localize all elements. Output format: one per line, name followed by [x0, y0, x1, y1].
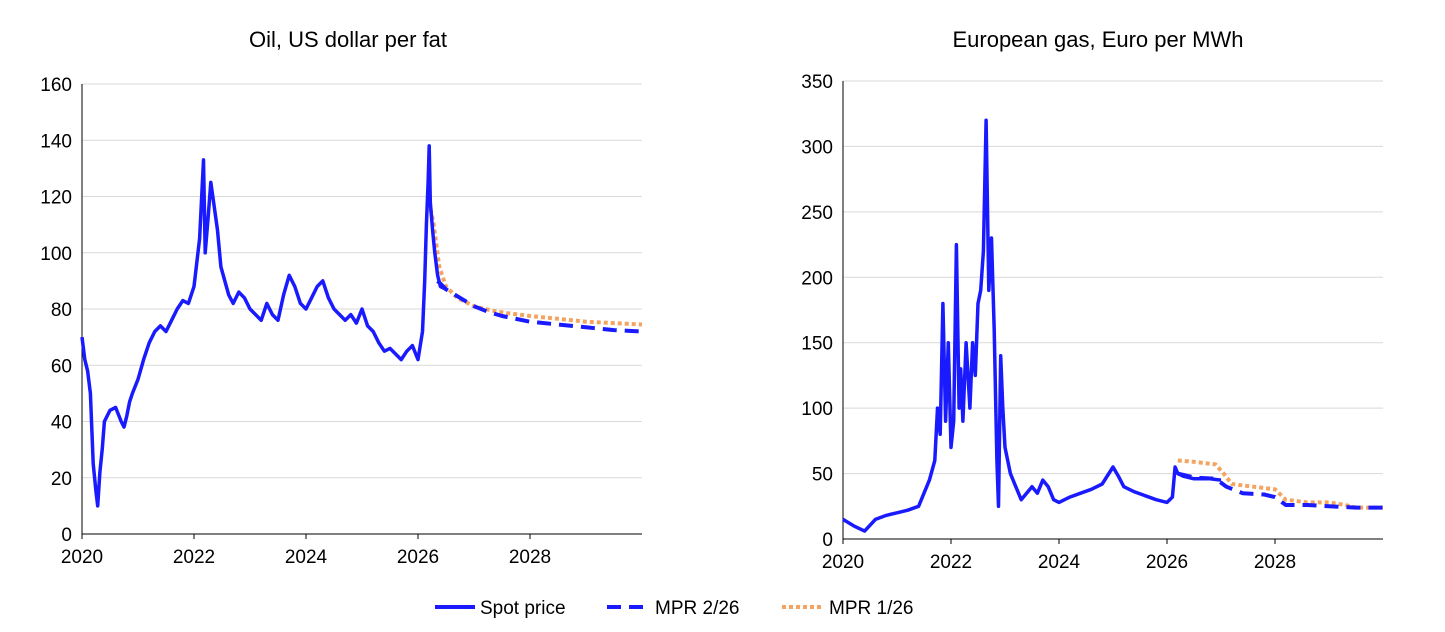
- legend: Spot price MPR 2/26 MPR 1/26: [435, 598, 913, 619]
- x-tick-label: 2022: [930, 552, 972, 573]
- x-tick-label: 2028: [1254, 552, 1296, 573]
- y-tick-label: 20: [51, 469, 72, 490]
- x-tick-label: 2026: [1146, 552, 1188, 573]
- y-tick-label: 60: [51, 356, 72, 377]
- y-tick-label: 350: [801, 72, 833, 93]
- y-tick-label: 250: [801, 203, 833, 224]
- chart-title: European gas, Euro per MWh: [952, 27, 1243, 52]
- chart-title: Oil, US dollar per fat: [249, 27, 447, 52]
- y-tick-label: 40: [51, 413, 72, 434]
- y-tick-label: 100: [40, 244, 72, 265]
- oil-chart: Oil, US dollar per fat 0 20 40 60 80 100 120 14…: [40, 27, 643, 568]
- x-tick-label: 2024: [285, 547, 328, 568]
- x-tick-label: 2028: [509, 547, 551, 568]
- legend-label-mpr-2-26: MPR 2/26: [655, 598, 739, 619]
- y-tick-label: 300: [801, 137, 833, 158]
- y-tick-label: 50: [812, 465, 833, 486]
- y-tick-label: 100: [801, 399, 833, 420]
- legend-label-spot-price: Spot price: [480, 598, 566, 619]
- x-tick-label: 2026: [397, 547, 439, 568]
- series-line-mpr-1-26: [427, 201, 643, 327]
- y-tick-label: 140: [40, 131, 72, 152]
- x-tick-label: 2020: [61, 547, 103, 568]
- series-line-spot-price: [80, 144, 447, 508]
- y-tick-label: 150: [801, 334, 833, 355]
- y-tick-label: 80: [51, 300, 72, 321]
- x-tick-label: 2022: [173, 547, 215, 568]
- series-line-mpr-2-26: [436, 279, 643, 334]
- series-line-spot-price: [842, 118, 1222, 533]
- legend-label-mpr-1-26: MPR 1/26: [829, 598, 913, 619]
- y-tick-label: 160: [40, 75, 72, 96]
- y-tick-label: 200: [801, 268, 833, 289]
- x-tick-label: 2020: [822, 552, 864, 573]
- gas-chart: European gas, Euro per MWh 0 50 100 150 200 2…: [801, 27, 1383, 573]
- y-tick-label: 0: [61, 525, 72, 546]
- y-tick-label: 120: [40, 188, 72, 209]
- y-tick-label: 0: [822, 530, 833, 551]
- x-tick-label: 2024: [1038, 552, 1081, 573]
- series-line-mpr-1-26: [1177, 458, 1383, 510]
